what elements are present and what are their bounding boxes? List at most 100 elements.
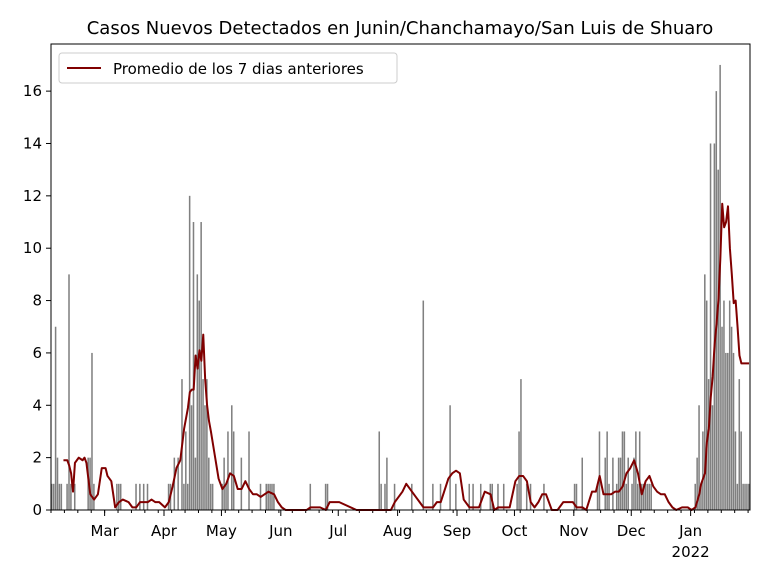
bar-series [51,64,750,511]
bar [518,431,520,510]
bar [119,483,122,510]
bar [606,431,608,510]
bar [196,274,199,510]
bar [225,483,227,510]
bar [744,483,746,510]
bar [139,483,141,510]
bar [694,483,696,510]
bar [60,483,63,510]
bar [221,483,223,510]
bar [52,483,55,510]
bar [598,431,601,510]
bar [633,457,635,510]
bar [422,300,425,510]
x-tick-label: Aug [383,522,412,540]
bar [324,483,327,510]
bar [183,483,185,510]
bar [698,405,700,510]
bar [202,379,204,510]
bar [730,326,733,510]
bar [177,457,179,510]
y-tick-label: 2 [32,449,42,467]
bar [190,405,193,510]
bar [58,483,61,510]
x-axis-ticks: Mar Apr May Jun Jul Aug Sep Oct Nov Dec Jan [50,510,749,540]
y-tick-label: 12 [23,187,42,205]
bar [173,457,176,510]
bar [240,457,243,510]
bar [232,431,235,510]
x-tick-label: Jul [328,522,347,540]
bar [188,195,191,510]
y-tick-label: 10 [23,239,42,257]
bar [732,352,735,510]
bar [309,483,312,510]
y-tick-label: 0 [32,501,42,519]
bar [648,483,651,510]
bar [615,483,618,510]
plot-frame [50,43,751,511]
bar [734,431,737,510]
bar [696,457,698,510]
bar [73,483,76,510]
bar [135,483,137,510]
bar [468,483,471,510]
x-tick-label: Sep [443,522,471,540]
bar [248,431,250,510]
y-tick-label: 8 [32,292,42,310]
bar [66,483,68,510]
bar [748,483,750,510]
x-tick-label: Nov [559,522,588,540]
x-tick-label: Dec [617,522,646,540]
bar [702,431,704,510]
bar [516,483,518,510]
bar [612,457,614,510]
bar [326,483,329,510]
bar [479,483,482,510]
bar [736,483,739,510]
bar [621,431,624,510]
bar [54,326,57,510]
bar [271,483,273,510]
bar [231,405,233,510]
bar [642,483,645,510]
bar [198,300,200,510]
bar [631,483,633,510]
bar [192,222,195,510]
bar [713,143,716,511]
bar [380,483,382,510]
bar [638,431,641,510]
bar [497,483,499,510]
bar [206,379,208,510]
bar [723,300,725,510]
bar [68,274,70,510]
bar [709,143,712,511]
bar [449,405,451,510]
x-tick-label: Apr [151,522,178,540]
bar [721,326,723,510]
x-tick-label: Mar [90,522,119,540]
bar [116,483,118,510]
bar [717,169,719,510]
bar [635,431,637,510]
bar [646,483,649,510]
bar [604,457,606,510]
bar [269,483,271,510]
bar [727,352,729,510]
bar [740,431,742,510]
bar [267,483,269,510]
bar [700,483,702,510]
bar [194,457,197,510]
bar [223,457,225,510]
bar [209,483,212,510]
y-axis-ticks: 0 2 4 6 8 10 12 14 16 [23,82,51,519]
x-tick-label: Jan [678,522,702,540]
legend-label: Promedio de los 7 dias anteriores [113,60,364,78]
bar [70,483,72,510]
bar [742,483,744,510]
bar [608,483,610,510]
bar [432,483,434,510]
bar [91,352,93,510]
bar [204,405,206,510]
bar [472,483,474,510]
